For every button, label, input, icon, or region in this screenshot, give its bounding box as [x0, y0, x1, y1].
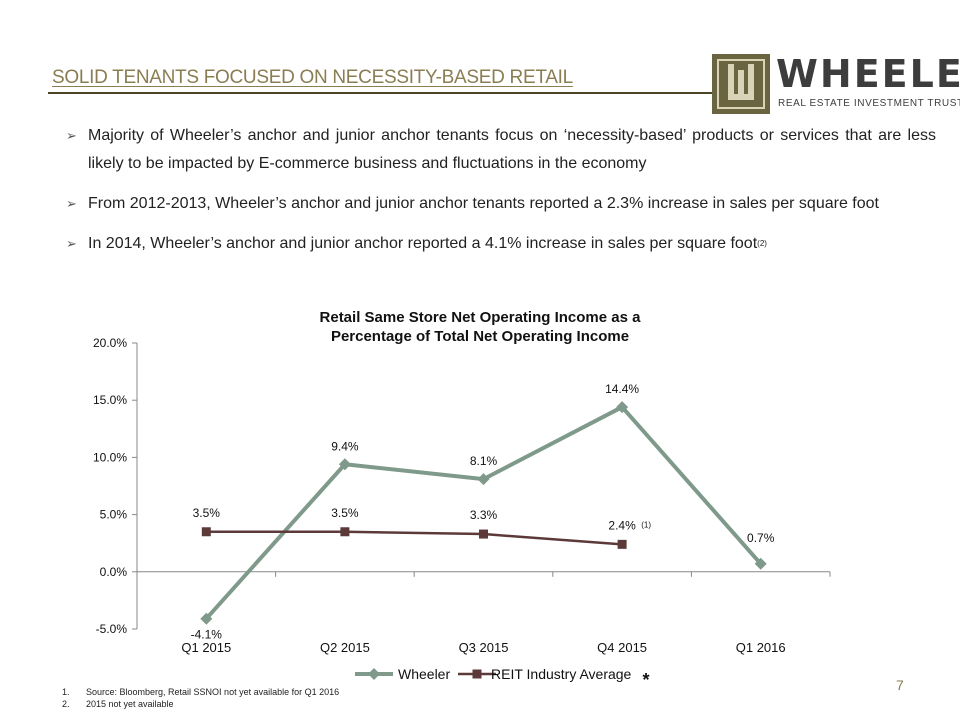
data-point-wheeler [754, 557, 767, 570]
arrow-bullet-icon: ➢ [66, 128, 77, 143]
footnote-text: 2015 not yet available [86, 699, 174, 709]
data-point-reit-average [340, 527, 350, 537]
footnote-ref: (2) [757, 239, 767, 248]
footnote: 1. Source: Bloomberg, Retail SSNOI not y… [62, 686, 339, 698]
bullet-list: ➢ Majority of Wheeler’s anchor and junio… [66, 122, 936, 272]
legend-marker-reit-average [472, 669, 482, 679]
x-tick-label: Q2 2015 [320, 640, 370, 655]
y-tick-label: 5.0% [100, 508, 128, 522]
data-label-wheeler: 0.7% [747, 531, 775, 545]
header-divider [48, 92, 713, 94]
footnote-number: 2. [62, 699, 70, 709]
data-point-reit-average [617, 539, 627, 549]
data-label-reit-average: 3.5% [193, 506, 221, 520]
footnote: 2. 2015 not yet available [62, 698, 339, 710]
data-point-wheeler [338, 458, 351, 471]
footnote-number: 1. [62, 687, 70, 697]
chart-title: Retail Same Store Net Operating Income a… [230, 308, 730, 346]
legend-asterisk: * [642, 670, 649, 690]
arrow-bullet-icon: ➢ [66, 196, 77, 211]
bullet-item: ➢ Majority of Wheeler’s anchor and junio… [66, 122, 936, 178]
legend-label-wheeler: Wheeler [398, 666, 450, 682]
data-label-reit-average: 3.5% [331, 506, 359, 520]
data-label-wheeler: 14.4% [605, 382, 639, 396]
y-tick-label: 0.0% [100, 565, 128, 579]
y-tick-label: 15.0% [93, 393, 127, 407]
data-point-reit-average [479, 529, 488, 539]
data-point-wheeler [477, 473, 490, 486]
bullet-text: In 2014, Wheeler’s anchor and junior anc… [88, 235, 758, 252]
logo-mark [712, 54, 770, 114]
data-label-wheeler: 9.4% [331, 439, 359, 453]
y-tick-label: 20.0% [93, 336, 127, 350]
data-label-wheeler: -4.1% [191, 628, 223, 642]
x-tick-label: Q3 2015 [459, 640, 509, 655]
annotation-footnote-ref: (1) [641, 520, 651, 529]
footnotes: 1. Source: Bloomberg, Retail SSNOI not y… [62, 686, 339, 710]
data-label-wheeler: 8.1% [470, 454, 498, 468]
bullet-item: ➢ From 2012-2013, Wheeler’s anchor and j… [66, 190, 936, 218]
logo-w-icon [712, 54, 770, 114]
chart-title-line2: Percentage of Total Net Operating Income [330, 328, 630, 345]
page-title: SOLID TENANTS FOCUSED ON NECESSITY-BASED… [52, 67, 573, 88]
bullet-item: ➢ In 2014, Wheeler’s anchor and junior a… [66, 230, 936, 260]
data-point-wheeler [200, 612, 213, 625]
series-line-reit-average [206, 530, 623, 546]
y-tick-label: 10.0% [93, 450, 127, 464]
x-tick-label: Q4 2015 [597, 640, 647, 655]
bullet-text: From 2012-2013, Wheeler’s anchor and jun… [88, 195, 879, 212]
footnote-text: Source: Bloomberg, Retail SSNOI not yet … [86, 687, 340, 697]
logo-tagline: REAL ESTATE INVESTMENT TRUST [778, 98, 960, 109]
data-label-reit-average: 2.4% [608, 518, 636, 532]
x-tick-label: Q1 2015 [181, 640, 231, 655]
legend-label-reit-average: REIT Industry Average [491, 666, 632, 682]
data-point-wheeler [616, 401, 629, 414]
chart-title-line1: Retail Same Store Net Operating Income a… [319, 309, 641, 326]
page-number: 7 [896, 677, 904, 693]
arrow-bullet-icon: ➢ [66, 236, 77, 251]
legend-marker-wheeler [368, 668, 380, 680]
bullet-text: Majority of Wheeler’s anchor and junior … [88, 127, 936, 172]
data-point-reit-average [201, 527, 211, 537]
y-tick-label: -5.0% [96, 622, 128, 636]
data-label-reit-average: 3.3% [470, 508, 498, 522]
x-tick-label: Q1 2016 [736, 640, 786, 655]
